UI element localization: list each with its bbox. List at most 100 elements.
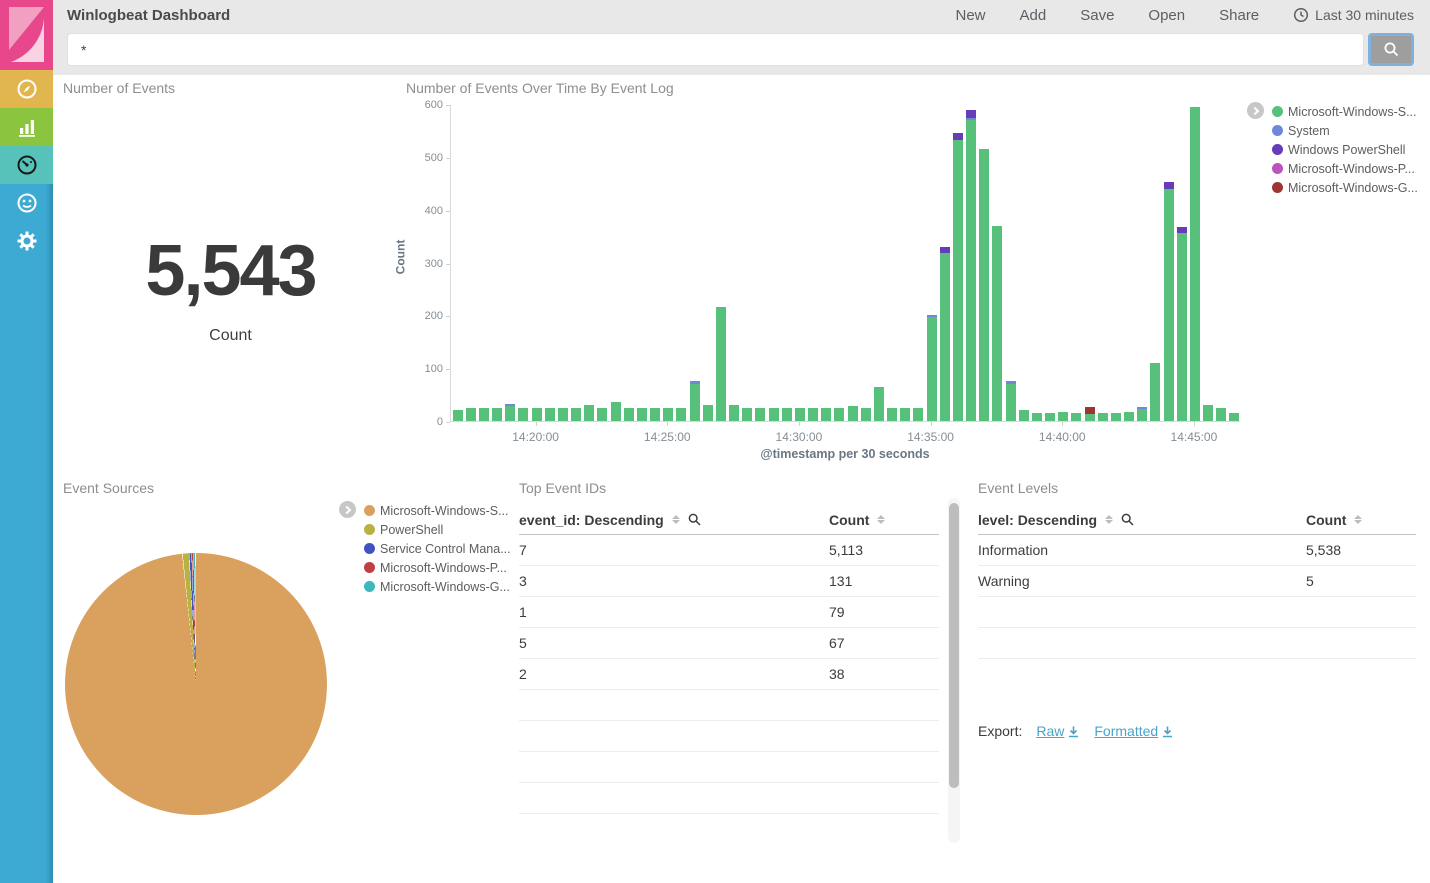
- legend-swatch: [1272, 144, 1283, 155]
- legend-label: Microsoft-Windows-G...: [380, 579, 510, 594]
- x-tick-label: 14:25:00: [643, 430, 691, 444]
- sidebar: [0, 0, 53, 883]
- column-search-icon[interactable]: [688, 513, 701, 526]
- legend-label: Windows PowerShell: [1288, 142, 1406, 157]
- x-tick-label: 14:45:00: [1170, 430, 1218, 444]
- bar-segment: [992, 225, 1003, 421]
- bar-segment: [939, 246, 950, 253]
- export-link-label: Formatted: [1094, 723, 1159, 739]
- sidebar-item-timelion[interactable]: [0, 184, 53, 222]
- y-tick-mark: [446, 263, 450, 265]
- bar-segment: [1189, 106, 1200, 421]
- legend-item[interactable]: System: [1272, 121, 1418, 140]
- search-button[interactable]: [1368, 33, 1414, 66]
- legend-label: PowerShell: [380, 522, 444, 537]
- export-raw-link[interactable]: Raw: [1036, 723, 1080, 739]
- table-empty-row: [519, 721, 939, 752]
- nav-add-button[interactable]: Add: [1019, 6, 1047, 24]
- nav-new-button[interactable]: New: [955, 6, 986, 24]
- legend-swatch: [1272, 125, 1283, 136]
- nav-save-button[interactable]: Save: [1080, 6, 1115, 24]
- x-tick-mark: [535, 422, 537, 426]
- search-bar: [53, 30, 1430, 75]
- y-tick-mark: [446, 316, 450, 318]
- scrollbar-track[interactable]: [948, 498, 960, 843]
- panel-title-events-over-time: Number of Events Over Time By Event Log: [406, 80, 674, 96]
- legend-label: System: [1288, 123, 1330, 138]
- legend-item[interactable]: Service Control Mana...: [364, 539, 511, 558]
- sidebar-item-visualize[interactable]: [0, 108, 53, 146]
- x-tick-label: 14:30:00: [775, 430, 823, 444]
- kibana-logo[interactable]: [0, 0, 53, 70]
- pie-chart[interactable]: [65, 553, 327, 815]
- bar-segment: [610, 401, 621, 421]
- scrollbar-thumb[interactable]: [949, 503, 959, 788]
- bar-segment: [465, 408, 476, 421]
- legend-item[interactable]: Microsoft-Windows-S...: [364, 501, 511, 520]
- sidebar-item-dashboard[interactable]: [0, 146, 53, 184]
- bar-segment: [1176, 232, 1187, 421]
- metric-value: 5,543: [145, 231, 317, 311]
- legend-item[interactable]: Microsoft-Windows-G...: [364, 577, 511, 596]
- legend-swatch: [364, 581, 375, 592]
- legend-item[interactable]: Microsoft-Windows-P...: [364, 558, 511, 577]
- nav-share-button[interactable]: Share: [1219, 6, 1260, 24]
- bar-segment: [873, 386, 884, 421]
- cell-count: 131: [829, 573, 853, 589]
- cell-count: 79: [829, 604, 845, 620]
- table-row: 3 131: [519, 566, 939, 597]
- sort-control[interactable]: [1105, 515, 1114, 524]
- legend-item[interactable]: Windows PowerShell: [1272, 140, 1418, 159]
- bar-segment: [1150, 362, 1161, 421]
- bar-segment: [729, 405, 740, 421]
- legend-toggle-icon[interactable]: [339, 501, 356, 518]
- nav-open-button[interactable]: Open: [1148, 6, 1186, 24]
- column-search-icon[interactable]: [1121, 513, 1134, 526]
- cell-key: 7: [519, 542, 527, 558]
- bar-segment: [1229, 413, 1240, 421]
- bar-segment: [1176, 226, 1187, 233]
- legend-item[interactable]: Microsoft-Windows-P...: [1272, 159, 1418, 178]
- sidebar-item-management[interactable]: [0, 222, 53, 260]
- legend-item[interactable]: Microsoft-Windows-S...: [1272, 102, 1418, 121]
- bar-segment: [1110, 413, 1121, 421]
- y-tick-label: 300: [424, 257, 443, 270]
- legend-label: Service Control Mana...: [380, 541, 511, 556]
- sidebar-item-discover[interactable]: [0, 70, 53, 108]
- legend-toggle-icon[interactable]: [1247, 102, 1264, 119]
- column-header: event_id: Descending: [519, 511, 664, 528]
- panel-title-top-event-ids: Top Event IDs: [519, 480, 607, 496]
- y-tick-mark: [446, 157, 450, 159]
- legend-label: Microsoft-Windows-S...: [1288, 104, 1417, 119]
- bar-segment: [650, 408, 661, 421]
- sort-control[interactable]: [1354, 515, 1363, 524]
- bar-segment: [636, 408, 647, 421]
- bar-segment: [571, 408, 582, 421]
- bar-segment: [478, 408, 489, 421]
- export-formatted-link[interactable]: Formatted: [1094, 723, 1174, 739]
- bar-segment: [1124, 411, 1135, 421]
- legend-item[interactable]: Microsoft-Windows-G...: [1272, 178, 1418, 197]
- legend-item[interactable]: PowerShell: [364, 520, 511, 539]
- bar-segment: [834, 408, 845, 421]
- time-picker[interactable]: Last 30 minutes: [1293, 7, 1414, 23]
- page-title: Winlogbeat Dashboard: [67, 6, 231, 24]
- search-input[interactable]: [67, 33, 1364, 66]
- bar-segment: [860, 408, 871, 421]
- bar-segment: [1005, 381, 1016, 384]
- x-tick-label: 14:20:00: [512, 430, 559, 444]
- y-tick-mark: [446, 369, 450, 371]
- sort-control[interactable]: [877, 515, 886, 524]
- bar-segment: [452, 410, 463, 421]
- bar-segment: [531, 408, 542, 421]
- bar-segment: [584, 405, 595, 421]
- panel-title-number-of-events: Number of Events: [63, 80, 176, 96]
- bar-segment: [492, 408, 503, 421]
- export-row: Export: Raw Formatted: [978, 723, 1174, 739]
- bar-segment: [966, 119, 977, 421]
- bar-segment: [939, 253, 950, 421]
- sort-control[interactable]: [671, 515, 680, 524]
- metric-label: Count: [209, 327, 252, 344]
- x-tick-mark: [667, 422, 669, 426]
- histogram-plot[interactable]: [450, 105, 1240, 422]
